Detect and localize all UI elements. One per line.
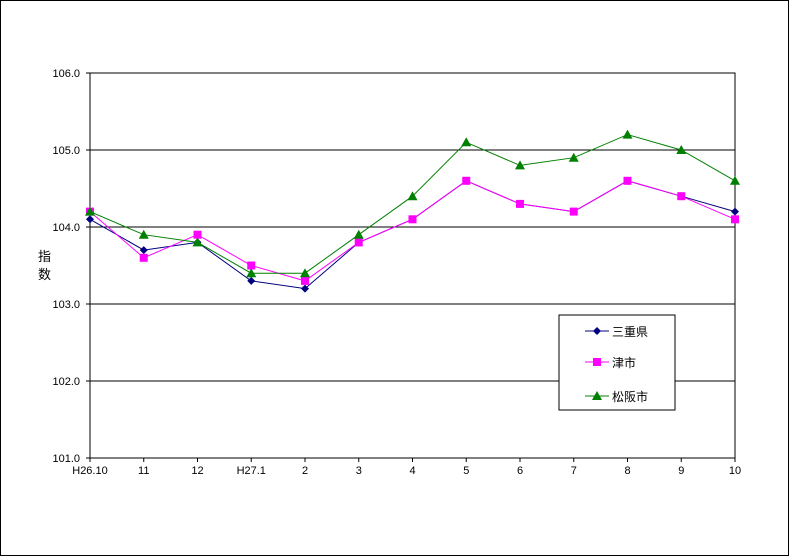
x-tick-label: 8 [624, 465, 630, 477]
data-point [461, 137, 472, 147]
data-point [623, 176, 632, 185]
legend-label: 津市 [612, 355, 636, 370]
x-tick-label: H27.1 [237, 465, 266, 477]
x-tick-label: 5 [463, 465, 469, 477]
x-tick-label: 6 [517, 465, 523, 477]
y-tick-label: 101.0 [52, 453, 80, 465]
x-tick-label: 12 [191, 465, 203, 477]
legend-label: 松阪市 [612, 389, 648, 404]
data-point [568, 152, 579, 162]
gridlines [90, 149, 735, 382]
data-point [515, 160, 525, 170]
data-point [247, 261, 256, 270]
x-tick-label: 11 [138, 465, 149, 477]
data-point [731, 207, 739, 216]
y-tick-label: 104.0 [52, 222, 80, 234]
legend-swatch-marker [592, 391, 602, 400]
y-axis-ticks: 101.0 102.0 103.0 104.0 105.0 106.0 [52, 68, 90, 465]
x-tick-label: 9 [678, 465, 684, 477]
data-point [569, 207, 578, 216]
x-tick-label: 10 [729, 465, 741, 477]
legend-box [558, 314, 676, 411]
x-axis-ticks: H26.10 11 12 H27.1 2 3 4 5 6 7 8 9 10 [72, 458, 741, 477]
legend-item: 三重県 [585, 325, 648, 339]
y-tick-label: 105.0 [52, 145, 80, 157]
data-point [676, 145, 687, 154]
data-point [516, 199, 524, 208]
x-tick-label: 4 [409, 465, 415, 477]
legend-item: 松阪市 [585, 389, 648, 404]
data-point [139, 246, 148, 255]
legend-item: 津市 [585, 355, 636, 370]
x-tick-label: H26.10 [72, 465, 107, 477]
data-point [408, 215, 417, 224]
series-layer [85, 129, 740, 293]
data-point [301, 284, 309, 293]
y-tick-label: 103.0 [52, 299, 80, 311]
data-point [353, 229, 364, 239]
data-point [193, 230, 202, 239]
data-point [300, 268, 310, 278]
legend-swatch-marker [593, 358, 601, 366]
data-point [731, 215, 739, 224]
y-axis-label-char-2: 数 [38, 268, 51, 283]
x-tick-label: 7 [571, 465, 577, 477]
data-point [192, 237, 203, 247]
data-point [138, 229, 149, 239]
data-point [246, 268, 257, 278]
y-axis-label-char-1: 指 [38, 250, 51, 265]
data-point [677, 192, 686, 201]
data-point [354, 238, 363, 247]
series-3 [85, 129, 740, 278]
x-tick-label: 2 [302, 465, 308, 477]
y-tick-label: 106.0 [52, 68, 80, 80]
data-point [85, 206, 95, 216]
data-point [622, 129, 633, 139]
data-point [730, 175, 740, 185]
y-tick-label: 102.0 [52, 376, 80, 388]
data-point [301, 276, 309, 285]
legend-label: 三重県 [612, 325, 648, 339]
data-point [86, 215, 94, 224]
data-point [407, 191, 418, 201]
data-point [462, 176, 471, 185]
data-point [247, 276, 256, 285]
x-tick-label: 3 [356, 465, 362, 477]
legend-swatch-marker [593, 327, 601, 335]
data-point [139, 253, 148, 262]
